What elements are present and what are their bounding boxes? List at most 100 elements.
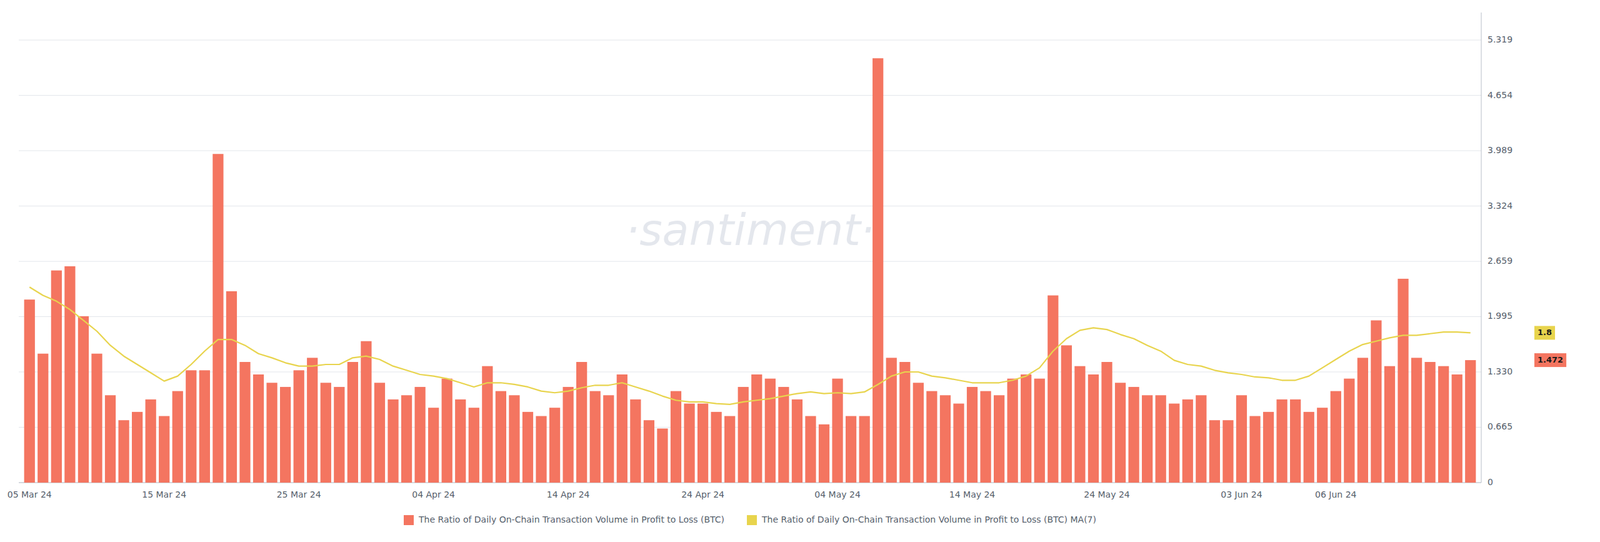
bar xyxy=(1155,395,1167,483)
legend-label: The Ratio of Daily On-Chain Transaction … xyxy=(761,514,1097,525)
grid-line xyxy=(18,150,1482,152)
x-tick-label: 04 May 24 xyxy=(814,489,861,500)
bar xyxy=(1034,378,1045,483)
bar xyxy=(535,416,547,483)
bar xyxy=(1465,360,1476,483)
bar xyxy=(105,395,116,483)
bar xyxy=(199,370,210,483)
y-tick-label: 1.330 xyxy=(1487,366,1513,377)
bar xyxy=(562,386,574,483)
watermark: ·santiment· xyxy=(625,204,875,256)
y-tick-label: 5.319 xyxy=(1487,34,1513,45)
bar xyxy=(468,407,480,483)
bar xyxy=(576,361,587,483)
bar xyxy=(616,374,628,483)
bar xyxy=(1128,386,1139,483)
bar xyxy=(1438,366,1449,483)
legend-swatch xyxy=(403,515,414,525)
bar xyxy=(980,391,991,483)
grid-line xyxy=(18,426,1482,428)
bar xyxy=(253,374,264,483)
bar xyxy=(239,361,250,483)
x-tick-label: 04 Apr 24 xyxy=(411,489,455,500)
ma-line xyxy=(29,286,1471,405)
bar xyxy=(306,357,318,483)
bar xyxy=(1411,357,1422,483)
bar xyxy=(899,361,910,483)
bar xyxy=(926,391,937,483)
bar xyxy=(212,153,224,483)
bar xyxy=(778,386,789,483)
bar xyxy=(590,391,601,483)
bar xyxy=(913,382,924,483)
x-tick-label: 24 May 24 xyxy=(1083,489,1130,500)
bar xyxy=(1115,382,1126,483)
annotations: 1.81.472 xyxy=(1534,325,1567,367)
bar xyxy=(414,386,425,483)
bar xyxy=(1249,416,1260,483)
bar xyxy=(1397,278,1409,483)
bar xyxy=(697,403,709,483)
bar xyxy=(765,378,776,483)
bar xyxy=(360,341,372,483)
bar xyxy=(831,378,843,483)
bar xyxy=(966,386,978,483)
legend-swatch xyxy=(746,515,757,525)
bar xyxy=(818,424,830,483)
bar xyxy=(1330,391,1342,483)
bar xyxy=(37,353,49,483)
y-tick-label: 3.324 xyxy=(1487,200,1513,211)
bar xyxy=(711,411,722,483)
bar xyxy=(333,386,345,483)
bar xyxy=(1222,420,1234,483)
bar xyxy=(185,370,197,483)
bar xyxy=(1276,399,1287,483)
bar xyxy=(1209,420,1220,483)
bar xyxy=(872,58,884,483)
y-tick-label: 3.989 xyxy=(1487,145,1513,155)
bar xyxy=(1074,366,1085,483)
bar xyxy=(118,420,129,483)
bar xyxy=(845,416,857,483)
bar xyxy=(1343,378,1355,483)
bar xyxy=(1141,395,1153,483)
grid-line xyxy=(18,371,1482,372)
bar xyxy=(724,416,735,483)
background xyxy=(0,0,1600,542)
bar xyxy=(603,395,614,483)
legend: The Ratio of Daily On-Chain Transaction … xyxy=(403,514,1097,525)
bar xyxy=(495,391,507,483)
legend-label: The Ratio of Daily On-Chain Transaction … xyxy=(418,514,725,525)
y-axis: 00.6651.3301.9952.6593.3243.9894.6545.31… xyxy=(18,12,1513,487)
x-tick-label: 05 Mar 24 xyxy=(7,489,52,500)
bar xyxy=(1020,374,1032,483)
bar xyxy=(549,407,560,483)
bar xyxy=(347,361,359,483)
grid-line xyxy=(18,95,1482,96)
x-tick-label: 25 Mar 24 xyxy=(276,489,322,500)
bar xyxy=(643,420,655,483)
bar xyxy=(1047,295,1059,483)
annotation-text: 1.8 xyxy=(1537,327,1552,337)
bar xyxy=(1384,366,1395,483)
y-axis-line xyxy=(1481,12,1482,483)
annotation-box xyxy=(1534,353,1567,367)
bar xyxy=(1061,345,1072,483)
y-grid xyxy=(18,40,1482,483)
bar xyxy=(1007,378,1019,483)
bar xyxy=(428,407,439,483)
bar xyxy=(78,316,89,483)
bar xyxy=(1101,361,1112,483)
bar xyxy=(1316,407,1328,483)
bar xyxy=(683,403,695,483)
bar xyxy=(1195,395,1207,483)
y-tick-label: 0 xyxy=(1487,476,1494,487)
grid-line xyxy=(18,316,1482,317)
bar xyxy=(1370,320,1382,483)
bar xyxy=(280,386,291,483)
grid-line xyxy=(18,40,1482,41)
bar xyxy=(131,411,143,483)
bar xyxy=(993,395,1005,483)
x-axis-line xyxy=(18,482,1482,484)
bar xyxy=(1357,357,1369,483)
